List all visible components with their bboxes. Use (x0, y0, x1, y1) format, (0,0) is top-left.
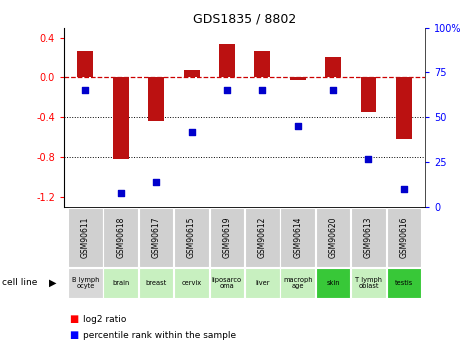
Text: GSM90612: GSM90612 (258, 217, 267, 258)
Text: liver: liver (255, 280, 270, 286)
Bar (316, 268, 351, 298)
Point (329, 88, 337, 93)
Bar (209, 208, 244, 267)
Text: GSM90616: GSM90616 (399, 216, 408, 258)
Text: ▶: ▶ (48, 278, 56, 288)
Bar (174, 208, 209, 267)
Bar (387, 208, 421, 267)
Bar (68, 208, 103, 267)
Text: liposarco
oma: liposarco oma (212, 277, 242, 289)
Bar (104, 268, 138, 298)
Bar (77, 50, 93, 77)
Bar (351, 268, 386, 298)
Text: cell line: cell line (2, 278, 38, 287)
Text: T lymph
oblast: T lymph oblast (355, 277, 382, 289)
Text: GSM90611: GSM90611 (81, 217, 90, 258)
Text: brain: brain (112, 280, 129, 286)
Text: macroph
age: macroph age (283, 277, 313, 289)
Title: GDS1835 / 8802: GDS1835 / 8802 (193, 12, 296, 25)
Text: ■: ■ (69, 331, 78, 340)
Text: GSM90618: GSM90618 (116, 217, 125, 258)
Bar (290, 77, 306, 80)
Text: breast: breast (145, 280, 167, 286)
Bar (209, 268, 244, 298)
Text: GSM90620: GSM90620 (329, 216, 338, 258)
Bar (280, 208, 315, 267)
Point (258, 88, 266, 93)
Text: percentile rank within the sample: percentile rank within the sample (83, 331, 236, 340)
Bar (113, 77, 129, 159)
Bar (254, 50, 270, 77)
Bar (183, 70, 199, 77)
Text: GSM90614: GSM90614 (293, 216, 302, 258)
Text: GSM90615: GSM90615 (187, 216, 196, 258)
Point (400, 186, 408, 192)
Bar (361, 77, 377, 112)
Text: cervix: cervix (181, 280, 201, 286)
Bar (280, 268, 315, 298)
Point (223, 88, 231, 93)
Text: GSM90617: GSM90617 (152, 216, 161, 258)
Point (188, 129, 195, 135)
Bar (245, 208, 280, 267)
Bar (104, 208, 138, 267)
Bar (174, 268, 209, 298)
Bar (245, 268, 280, 298)
Bar (68, 268, 103, 298)
Bar (219, 43, 235, 77)
Bar (387, 268, 421, 298)
Point (152, 179, 160, 185)
Point (294, 124, 302, 129)
Text: testis: testis (395, 280, 413, 286)
Text: ■: ■ (69, 314, 78, 324)
Bar (316, 208, 351, 267)
Point (117, 190, 124, 195)
Bar (139, 268, 173, 298)
Text: log2 ratio: log2 ratio (83, 315, 126, 324)
Text: skin: skin (326, 280, 340, 286)
Bar (139, 208, 173, 267)
Text: GSM90619: GSM90619 (222, 216, 231, 258)
Bar (148, 77, 164, 121)
Bar (351, 208, 386, 267)
Point (365, 156, 372, 161)
Text: GSM90613: GSM90613 (364, 216, 373, 258)
Bar (325, 58, 341, 77)
Bar (396, 77, 412, 139)
Text: B lymph
ocyte: B lymph ocyte (72, 277, 99, 289)
Point (82, 88, 89, 93)
